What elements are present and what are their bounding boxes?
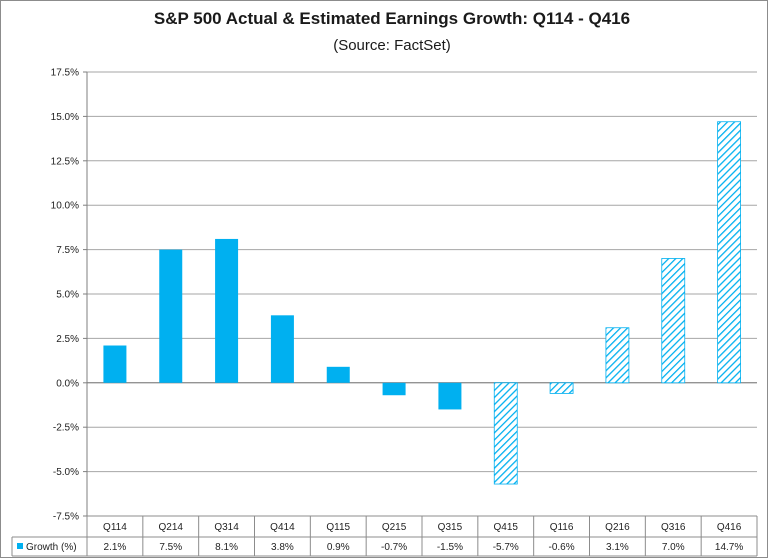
category-label: Q116 [550, 522, 574, 533]
data-label: 3.8% [271, 542, 294, 553]
y-tick-label: -2.5% [53, 423, 79, 434]
legend-key [17, 543, 23, 549]
category-label: Q216 [605, 522, 630, 533]
data-label: 7.0% [662, 542, 685, 553]
data-label: -1.5% [437, 542, 463, 553]
category-label: Q114 [103, 522, 127, 533]
y-tick-label: 2.5% [56, 334, 79, 345]
category-label: Q415 [494, 522, 519, 533]
category-label: Q414 [270, 522, 295, 533]
y-tick-label: 10.0% [51, 201, 79, 212]
data-label: -5.7% [493, 542, 519, 553]
bar-actual [438, 382, 462, 410]
bar-estimated [549, 382, 574, 394]
y-tick-label: 0.0% [56, 378, 79, 389]
chart-title: S&P 500 Actual & Estimated Earnings Grow… [154, 9, 630, 28]
y-tick-label: 12.5% [51, 156, 79, 167]
data-label: 0.9% [327, 542, 350, 553]
gridlines [87, 71, 757, 517]
data-label: -0.7% [381, 542, 407, 553]
bar-actual [270, 315, 294, 383]
category-label: Q214 [159, 522, 184, 533]
bar-actual [215, 238, 239, 383]
y-tick-label: 7.5% [56, 245, 79, 256]
data-label: 8.1% [215, 542, 238, 553]
y-tick-label: 15.0% [51, 112, 79, 123]
data-label: 3.1% [606, 542, 629, 553]
data-label: 7.5% [159, 542, 182, 553]
y-axis: 17.5% 15.0% 12.5% 10.0% 7.5% 5.0% 2.5% 0.0% -2.5… [51, 68, 88, 523]
bar-actual [103, 345, 127, 383]
legend-label: Growth (%) [26, 542, 77, 553]
y-tick-label: 17.5% [51, 68, 79, 79]
data-label: 14.7% [715, 542, 743, 553]
y-tick-label: -5.0% [53, 467, 79, 478]
bar-actual [159, 249, 183, 383]
category-label: Q316 [661, 522, 686, 533]
data-label: 2.1% [104, 542, 127, 553]
bar-estimated [605, 327, 630, 384]
bar-estimated [717, 121, 741, 384]
category-label: Q315 [438, 522, 463, 533]
bar-series [103, 121, 741, 485]
bar-estimated [493, 382, 518, 485]
bar-actual [326, 366, 350, 383]
data-table: Q114 Q214 Q314 Q414 Q115 Q215 Q315 Q415 Q116 Q216… [11, 515, 758, 557]
category-label: Q416 [717, 522, 742, 533]
y-tick-label: -7.5% [53, 512, 79, 523]
chart-subtitle: (Source: FactSet) [333, 37, 451, 54]
data-label: -0.6% [549, 542, 575, 553]
category-label: Q314 [214, 522, 239, 533]
category-label: Q215 [382, 522, 407, 533]
category-label: Q115 [326, 522, 350, 533]
y-tick-label: 5.0% [56, 290, 79, 301]
bar-actual [382, 382, 406, 396]
bar-estimated [661, 258, 686, 384]
